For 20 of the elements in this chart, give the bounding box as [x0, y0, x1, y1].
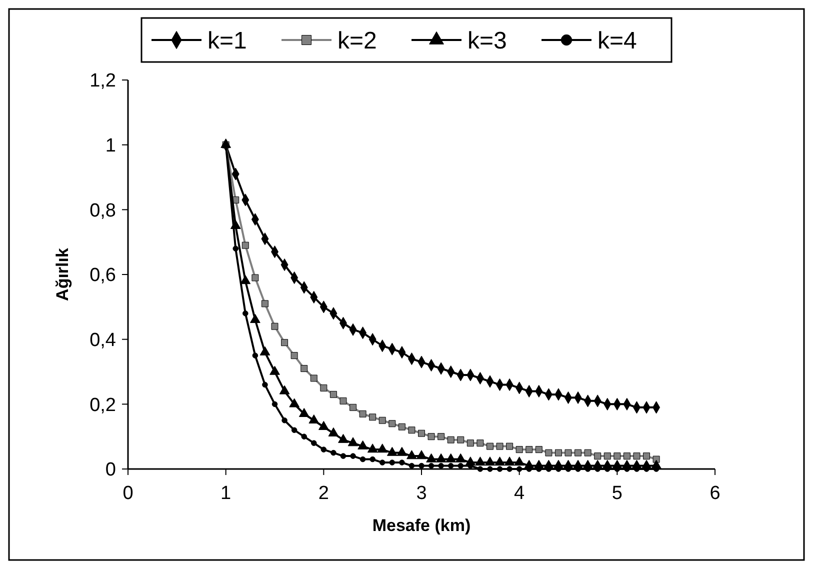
x-tick-label: 3 — [416, 483, 427, 504]
x-tick-label: 1 — [220, 483, 232, 504]
x-tick-label: 5 — [612, 483, 622, 504]
y-tick-label: 0,6 — [90, 265, 116, 286]
y-tick-label: 1 — [105, 135, 116, 156]
x-tick-label: 0 — [122, 483, 134, 504]
y-tick-label: 0 — [105, 460, 116, 481]
legend-label: k=3 — [468, 27, 507, 54]
legend-label: k=2 — [338, 27, 377, 54]
legend-label: k=4 — [598, 27, 637, 54]
x-tick-label: 4 — [514, 483, 526, 504]
y-tick-label: 1,2 — [90, 70, 116, 92]
x-axis-title: Mesafe (km) — [372, 516, 471, 535]
y-tick-label: 0,4 — [90, 330, 116, 351]
legend-label: k=1 — [208, 27, 247, 54]
y-tick-label: 0,2 — [90, 394, 116, 416]
x-tick-label: 6 — [710, 483, 720, 504]
y-axis-title: Ağırlık — [53, 248, 72, 301]
y-tick-label: 0,8 — [90, 200, 116, 222]
x-tick-label: 2 — [318, 483, 329, 504]
